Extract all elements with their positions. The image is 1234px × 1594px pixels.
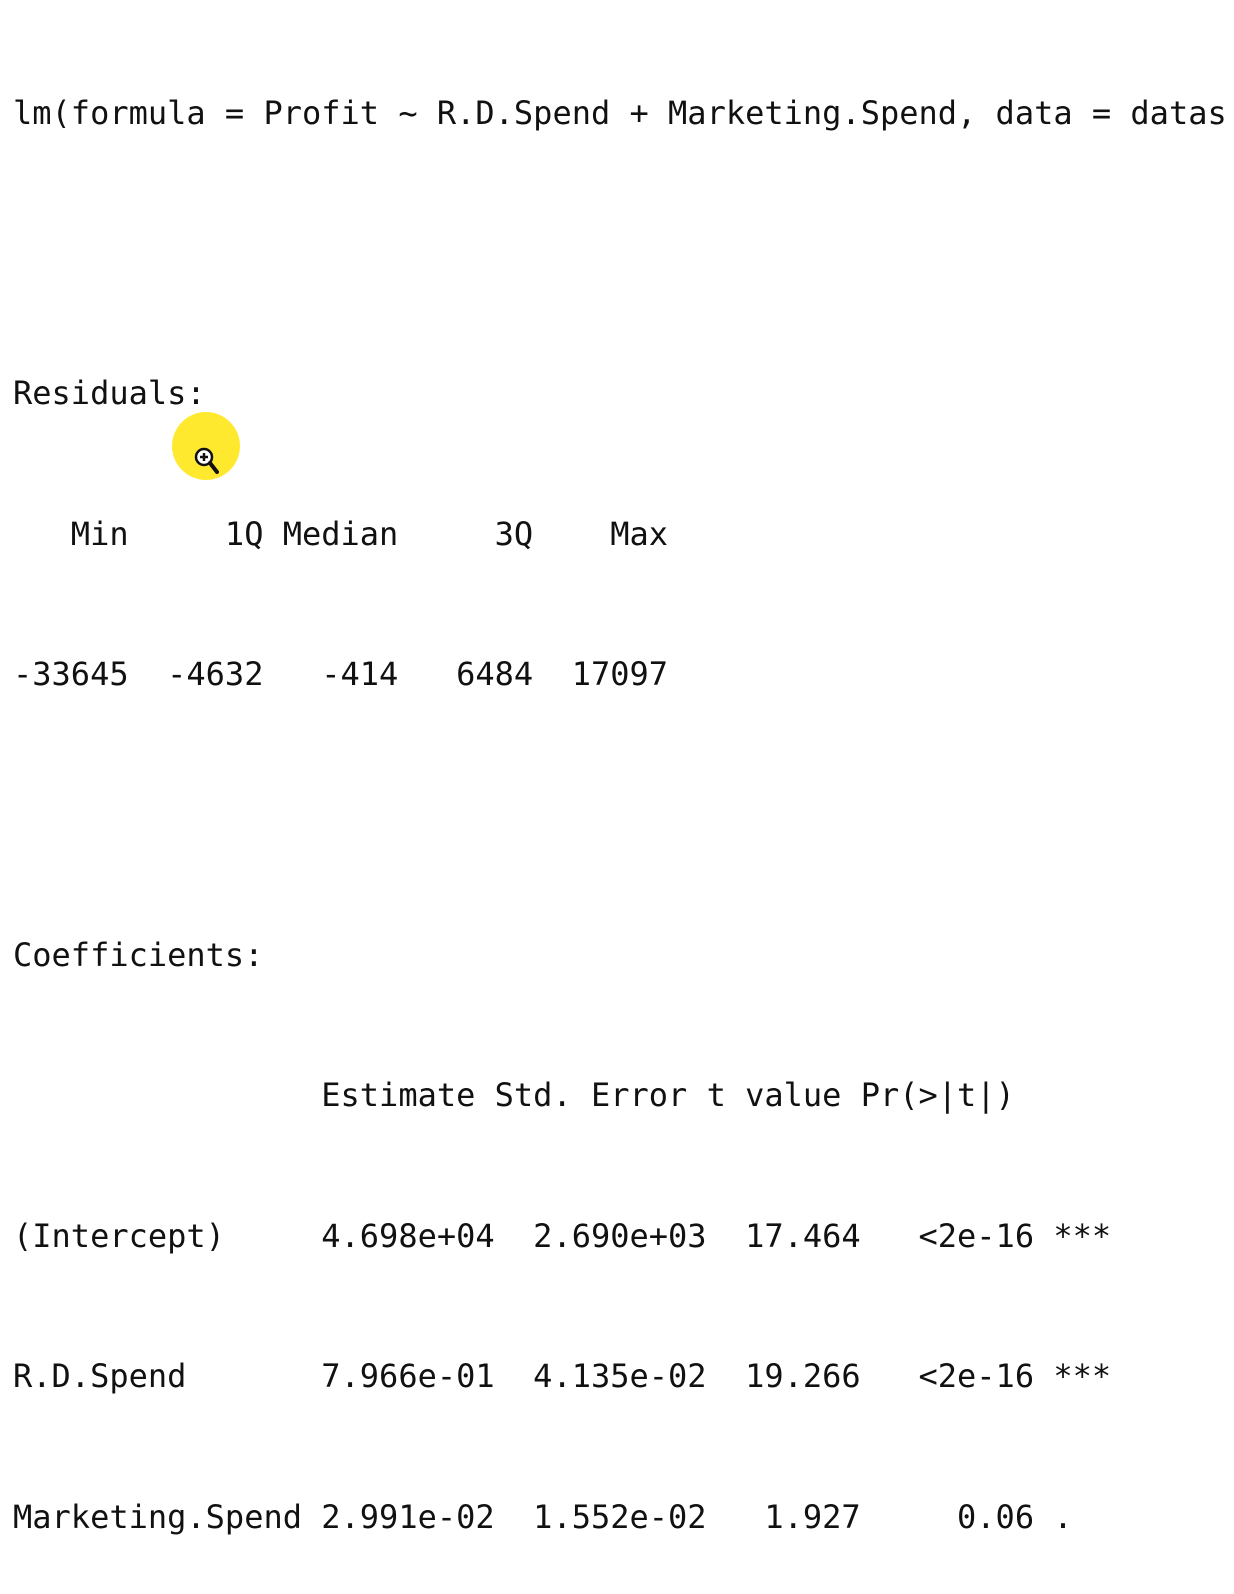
r-console-output: lm(formula = Profit ~ R.D.Spend + Market…: [13, 0, 1234, 1594]
coefficient-row-intercept: (Intercept) 4.698e+04 2.690e+03 17.464 <…: [13, 1216, 1112, 1255]
residuals-values: -33645 -4632 -414 6484 17097: [13, 655, 669, 694]
coefficients-header: Estimate Std. Error t value Pr(>|t|): [13, 1076, 1015, 1115]
blank-line: [13, 230, 1234, 277]
coefficient-row-rd-spend: R.D.Spend 7.966e-01 4.135e-02 19.266 <2e…: [13, 1357, 1112, 1396]
blank-line: [13, 792, 1234, 839]
residuals-title: Residuals:: [13, 374, 206, 413]
residuals-header: Min 1Q Median 3Q Max: [13, 514, 669, 553]
lm-call-line: lm(formula = Profit ~ R.D.Spend + Market…: [13, 93, 1227, 132]
coefficients-title: Coefficients:: [13, 935, 264, 974]
coefficient-row-marketing-spend: Marketing.Spend 2.991e-02 1.552e-02 1.92…: [13, 1497, 1073, 1536]
